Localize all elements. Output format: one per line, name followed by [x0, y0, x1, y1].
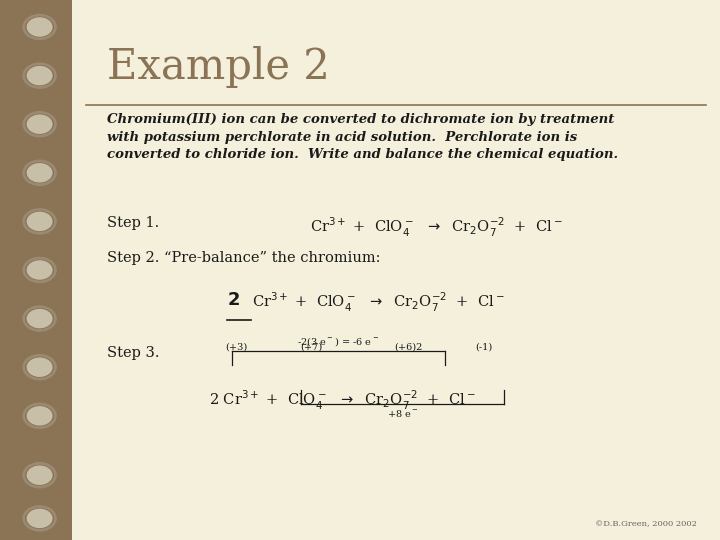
Circle shape — [27, 163, 53, 183]
Text: Step 2. “Pre-balance” the chromium:: Step 2. “Pre-balance” the chromium: — [107, 251, 380, 265]
Circle shape — [27, 114, 53, 134]
Text: Example 2: Example 2 — [107, 46, 330, 88]
Text: (+3): (+3) — [225, 343, 247, 352]
Text: ©D.B.Green, 2000 2002: ©D.B.Green, 2000 2002 — [595, 520, 697, 528]
Circle shape — [27, 509, 53, 528]
Text: Step 3.: Step 3. — [107, 346, 159, 360]
Circle shape — [27, 17, 53, 37]
Text: Cr$^{3+}$ +  ClO$_4^-$  $\rightarrow$  Cr$_2$O$_7^{-2}$  +  Cl$^-$: Cr$^{3+}$ + ClO$_4^-$ $\rightarrow$ Cr$_… — [310, 216, 562, 239]
Text: Cr$^{3+}$ +  ClO$_4^-$  $\rightarrow$  Cr$_2$O$_7^{-2}$  +  Cl$^-$: Cr$^{3+}$ + ClO$_4^-$ $\rightarrow$ Cr$_… — [252, 291, 505, 314]
Text: Chromium(III) ion can be converted to dichromate ion by treatment
with potassium: Chromium(III) ion can be converted to di… — [107, 113, 618, 161]
Text: (+6)2: (+6)2 — [394, 343, 423, 352]
Circle shape — [27, 260, 53, 280]
Circle shape — [27, 465, 53, 485]
Circle shape — [27, 212, 53, 231]
Text: 2 Cr$^{3+}$ +  ClO$_4^-$  $\rightarrow$  Cr$_2$O$_7^{-2}$  +  Cl$^-$: 2 Cr$^{3+}$ + ClO$_4^-$ $\rightarrow$ Cr… — [209, 389, 476, 412]
FancyBboxPatch shape — [72, 0, 720, 540]
Circle shape — [27, 309, 53, 328]
Circle shape — [27, 406, 53, 426]
Text: (+7): (+7) — [300, 343, 322, 352]
Text: +8 e$^-$: +8 e$^-$ — [387, 408, 418, 419]
Circle shape — [27, 357, 53, 377]
Text: -2(3 e$^-$) = -6 e$^-$: -2(3 e$^-$) = -6 e$^-$ — [297, 335, 379, 348]
Text: $\mathbf{2}$: $\mathbf{2}$ — [227, 291, 240, 308]
Circle shape — [27, 66, 53, 85]
Text: (-1): (-1) — [475, 343, 492, 352]
Text: Step 1.: Step 1. — [107, 216, 159, 230]
